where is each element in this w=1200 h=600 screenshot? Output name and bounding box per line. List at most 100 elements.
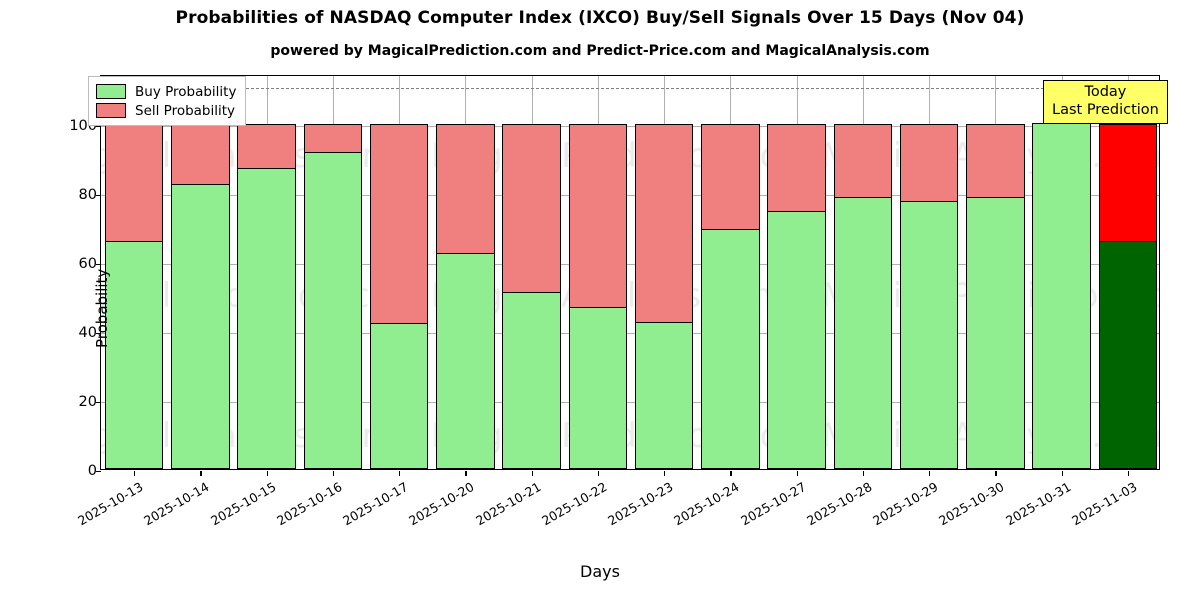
x-tick-label: 2025-10-21 [472,479,544,529]
x-tick-label: 2025-10-24 [671,479,742,529]
x-tick-mark [995,471,997,476]
chart-legend: Buy Probability Sell Probability [88,76,247,126]
bar-2025-10-24[interactable] [701,124,760,469]
bar-segment-sell [237,124,296,170]
bar-segment-buy [369,322,429,469]
y-tick-mark [96,195,101,197]
bar-segment-sell [568,124,628,309]
bar-segment-buy [634,322,694,469]
legend-swatch-sell [96,103,126,118]
y-tick-label: 0 [87,463,97,479]
bar-2025-10-20[interactable] [436,124,495,469]
bar-2025-10-31[interactable] [1032,122,1091,469]
x-tick-label: 2025-10-20 [406,479,477,529]
y-tick-mark [96,264,101,266]
bar-segment-sell [899,124,959,202]
today-annotation-line1: Today [1084,84,1127,100]
bar-segment-sell [436,124,495,255]
x-tick-label: 2025-10-14 [141,479,212,529]
bar-segment-buy [502,291,561,469]
bar-2025-10-23[interactable] [634,124,694,469]
bar-segment-buy [966,196,1025,469]
y-tick-label: 60 [78,256,97,272]
x-tick-mark [796,471,798,476]
x-tick-mark [200,471,202,476]
bar-segment-sell [767,124,826,212]
chart-title: Probabilities of NASDAQ Computer Index (… [175,8,1025,28]
legend-item-sell: Sell Probability [96,101,236,120]
bar-2025-10-22[interactable] [568,124,628,469]
bar-segment-sell [966,124,1025,199]
bar-segment-buy [1098,240,1158,469]
bar-segment-buy [833,196,893,469]
plot-inner: MagicalAnalysis.comMagicalPrediction.com… [101,76,1159,469]
plot-area: MagicalAnalysis.comMagicalPrediction.com… [69,75,1160,528]
x-tick-label: 2025-10-22 [538,479,610,529]
x-tick-label: 2025-10-30 [936,479,1007,529]
x-tick-label: 2025-10-17 [340,479,411,529]
x-tick-label: 2025-10-27 [737,479,809,529]
bar-segment-buy [568,306,628,469]
bar-segment-buy [303,152,363,469]
bar-segment-buy [237,168,296,469]
bar-segment-sell [1098,124,1158,242]
x-tick-mark [664,471,666,476]
legend-label-sell: Sell Probability [135,102,236,119]
bar-2025-10-30[interactable] [966,124,1025,469]
gridline-horizontal [101,264,1159,265]
today-annotation-line2: Last Prediction [1052,102,1159,119]
bar-segment-buy [104,240,164,469]
today-annotation: Today Last Prediction [1043,80,1168,125]
x-tick-mark [134,471,136,476]
threshold-line [101,88,1159,90]
bar-segment-buy [767,210,826,469]
gridline-horizontal [101,195,1159,197]
bar-segment-sell [502,124,561,294]
x-tick-label: 2025-10-15 [207,479,279,529]
x-tick-label: 2025-10-29 [870,479,941,529]
gridline-horizontal [101,333,1159,334]
bar-segment-sell [303,124,363,154]
y-tick-mark [96,471,101,473]
bar-2025-10-14[interactable] [171,124,230,469]
x-tick-mark [862,471,865,476]
bar-segment-sell [369,124,429,325]
legend-label-buy: Buy Probability [135,83,237,100]
x-tick-label: 2025-10-23 [605,479,676,529]
x-tick-label: 2025-10-28 [803,479,875,529]
bar-2025-10-27[interactable] [767,124,826,469]
bar-segment-buy [436,253,495,469]
y-tick-mark [96,402,101,404]
bar-segment-sell [634,124,694,324]
y-tick-label: 80 [78,187,97,204]
x-tick-label: 2025-11-03 [1068,479,1140,529]
x-tick-mark [332,471,335,476]
x-tick-mark [1061,471,1063,476]
bar-segment-buy [171,183,230,469]
x-tick-mark [399,471,401,476]
legend-swatch-buy [96,84,126,99]
bar-2025-10-28[interactable] [833,124,893,469]
gridline-horizontal [101,402,1159,403]
bar-2025-10-21[interactable] [502,124,561,469]
bar-segment-buy [899,200,959,469]
x-tick-mark [531,471,533,476]
y-tick-mark [96,126,101,128]
legend-item-buy: Buy Probability [96,82,236,101]
x-tick-mark [465,471,467,476]
x-axis-label: Days [580,562,620,581]
y-tick-label: 40 [78,325,97,341]
bar-2025-10-17[interactable] [369,124,429,469]
bar-2025-11-03[interactable] [1098,124,1158,469]
bar-2025-10-15[interactable] [237,124,296,469]
chart-subtitle: powered by MagicalPrediction.com and Pre… [270,43,930,59]
y-axis-label: Probability [93,268,111,348]
bar-segment-buy [701,228,760,469]
x-tick-label: 2025-10-31 [1002,479,1074,529]
bar-2025-10-29[interactable] [899,124,959,469]
x-tick-mark [266,471,268,476]
bar-2025-10-16[interactable] [303,124,363,469]
x-tick-label: 2025-10-13 [75,479,146,529]
x-tick-mark [1127,471,1130,476]
bar-2025-10-13[interactable] [104,124,164,469]
